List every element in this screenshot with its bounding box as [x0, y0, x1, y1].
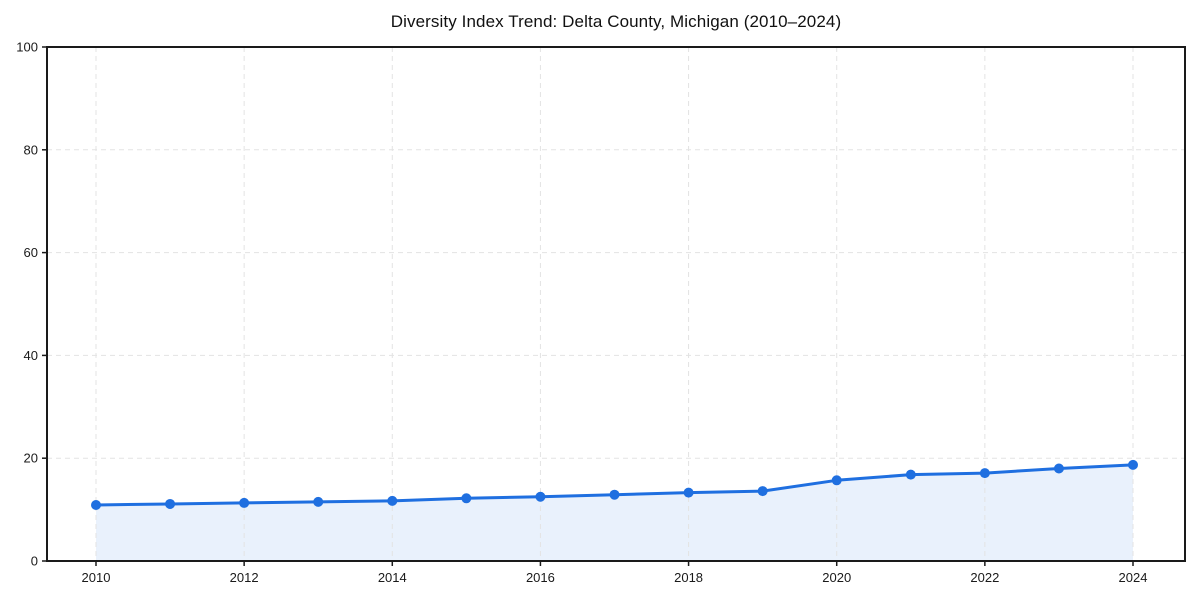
y-tick-label: 0 [31, 554, 38, 569]
y-tick-label: 80 [24, 142, 38, 157]
x-tick-label: 2020 [822, 570, 851, 585]
x-tick-label: 2024 [1119, 570, 1148, 585]
x-tick-label: 2012 [230, 570, 259, 585]
series-area-fill [96, 464, 1133, 561]
plot-frame [46, 46, 1186, 562]
data-point-marker [683, 487, 694, 498]
data-point-marker [461, 493, 472, 504]
data-point-marker [979, 468, 990, 479]
x-tick-label: 2010 [82, 570, 111, 585]
data-point-marker [313, 496, 324, 507]
data-point-marker [1128, 459, 1138, 470]
data-point-marker [831, 475, 842, 486]
data-point-marker [165, 498, 176, 509]
y-tick-label: 40 [24, 348, 38, 363]
x-tick-label: 2014 [378, 570, 407, 585]
data-point-marker [757, 486, 768, 497]
y-tick-label: 20 [24, 451, 38, 466]
data-point-marker [905, 469, 916, 480]
x-tick-label: 2016 [526, 570, 555, 585]
x-tick-label: 2018 [674, 570, 703, 585]
y-tick-label: 100 [16, 40, 38, 55]
x-tick-label: 2022 [970, 570, 999, 585]
data-point-marker [535, 491, 546, 502]
chart-title: Diversity Index Trend: Delta County, Mic… [390, 12, 842, 31]
data-point-marker [387, 495, 398, 506]
data-point-marker [609, 489, 620, 500]
data-point-marker [239, 497, 250, 508]
y-tick-label: 60 [24, 245, 38, 260]
data-point-marker [1053, 463, 1064, 474]
data-point-marker [91, 499, 101, 510]
